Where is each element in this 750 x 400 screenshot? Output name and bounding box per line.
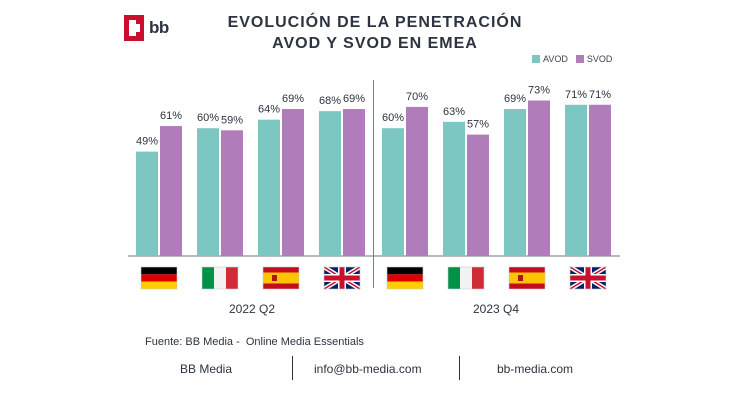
data-label-svod-7: 73%: [528, 85, 550, 97]
data-label-avod-3: 64%: [258, 104, 280, 116]
bar-svod-1: [160, 126, 182, 256]
bar-svod-8: [589, 104, 611, 257]
legend-label-svod: SVOD: [586, 54, 613, 64]
chart-title-line-1: EVOLUCIÓN DE LA PENETRACIÓN: [227, 14, 523, 31]
period-label-2022-q2: 2022 Q2: [228, 302, 276, 316]
data-label-svod-2: 59%: [221, 114, 243, 126]
legend-label-avod: AVOD: [543, 54, 568, 64]
data-label-svod-8: 71%: [589, 89, 611, 101]
spain-flag-icon: [508, 266, 546, 290]
uk-flag-icon: [322, 265, 362, 291]
bar-avod-3: [258, 119, 280, 257]
data-label-svod-6: 57%: [467, 119, 489, 131]
legend-swatch-svod: [575, 55, 584, 63]
bar-avod-4: [319, 111, 341, 256]
chart-title-line-2: AVOD Y SVOD EN EMEA: [272, 35, 478, 52]
bar-svod-4: [343, 109, 365, 256]
bar-svod-5: [406, 106, 428, 257]
data-label-avod-7: 69%: [504, 93, 526, 105]
data-label-avod-1: 49%: [136, 136, 158, 148]
italy-flag-icon: [201, 266, 239, 290]
data-label-svod-5: 70%: [406, 91, 428, 103]
bb-logo-icon: [124, 15, 144, 41]
bar-svod-7: [528, 100, 550, 256]
bar-avod-7: [504, 109, 526, 256]
germany-flag-icon: [386, 266, 424, 290]
data-label-svod-1: 61%: [160, 110, 182, 122]
data-label-avod-6: 63%: [443, 106, 465, 118]
logo-text: bb: [149, 18, 169, 37]
chart-legend: AVOD SVOD: [532, 54, 620, 64]
footer-website[interactable]: bb-media.com: [497, 362, 574, 376]
legend-item-avod: AVOD: [532, 54, 568, 64]
legend-item-svod: SVOD: [575, 54, 613, 64]
bar-svod-3: [282, 109, 304, 256]
bar-avod-2: [197, 128, 219, 256]
bar-svod-6: [467, 134, 489, 256]
bar-avod-5: [382, 128, 404, 256]
bar-avod-6: [443, 121, 465, 256]
footer-company: BB Media: [180, 362, 233, 376]
italy-flag-icon: [447, 266, 485, 290]
data-label-svod-3: 69%: [282, 93, 304, 105]
spain-flag-icon: [262, 266, 300, 290]
brand-logo: bb: [124, 15, 169, 41]
data-label-svod-4: 69%: [343, 93, 365, 105]
chart-title: EVOLUCIÓN DE LA PENETRACIÓN AVOD Y SVOD …: [180, 12, 570, 54]
data-label-avod-2: 60%: [197, 112, 219, 124]
bar-avod-1: [136, 151, 158, 256]
bar-avod-8: [565, 104, 587, 257]
uk-flag-icon: [568, 265, 608, 291]
source-note: Fuente: BB Media - Online Media Essentia…: [145, 336, 364, 348]
footer-divider: [292, 356, 293, 380]
germany-flag-icon: [140, 266, 178, 290]
period-label-2023-q4: 2023 Q4: [472, 302, 520, 316]
legend-swatch-avod: [532, 55, 540, 63]
data-label-avod-5: 60%: [382, 112, 404, 124]
data-label-avod-4: 68%: [319, 95, 341, 107]
footer-divider: [459, 356, 460, 380]
bar-svod-2: [221, 130, 243, 256]
data-label-avod-8: 71%: [565, 89, 587, 101]
footer-email[interactable]: info@bb-media.com: [314, 362, 422, 376]
